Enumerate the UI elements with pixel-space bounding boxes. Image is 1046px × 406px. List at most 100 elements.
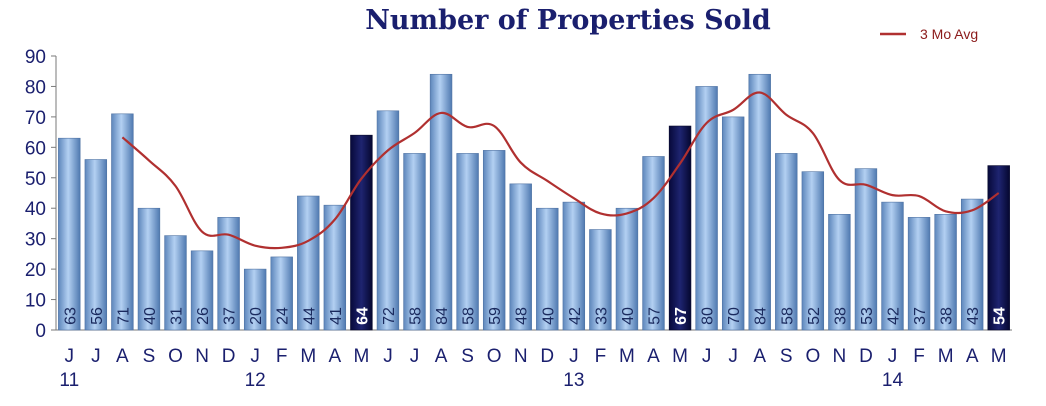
- y-tick-label: 80: [25, 77, 46, 98]
- legend-label: 3 Mo Avg: [920, 26, 978, 42]
- bar: [58, 137, 81, 331]
- bar: [881, 201, 904, 331]
- bar-value-label: 40: [540, 307, 557, 325]
- bar-value-label: 37: [912, 307, 929, 325]
- bar: [721, 116, 745, 331]
- bar-value-label: 24: [275, 307, 292, 325]
- bar: [642, 156, 665, 331]
- bar: [562, 201, 586, 331]
- x-tick-label: M: [991, 346, 1007, 367]
- y-tick-label: 90: [25, 47, 46, 68]
- x-tick-label: F: [913, 346, 925, 367]
- x-tick-label: O: [168, 346, 183, 367]
- avg-line: [121, 91, 1000, 250]
- bar-value-label: 56: [89, 307, 106, 325]
- x-year-label: 12: [245, 370, 266, 391]
- bar-value-label: 64: [354, 307, 371, 325]
- bar-value-label: 52: [806, 307, 823, 325]
- bar-value-label: 38: [832, 307, 849, 325]
- bar: [907, 217, 931, 331]
- x-tick-label: A: [116, 346, 129, 367]
- bar-value-label: 58: [408, 307, 425, 325]
- bar: [854, 168, 878, 331]
- bar: [137, 207, 161, 331]
- bar: [775, 153, 798, 331]
- y-tick-label: 20: [25, 260, 46, 281]
- x-tick-label: A: [435, 346, 448, 367]
- x-tick-label: J: [888, 346, 898, 367]
- x-tick-label: D: [222, 346, 236, 367]
- y-tick-label: 70: [25, 108, 46, 129]
- bar-value-label: 42: [886, 307, 903, 325]
- x-tick-label: S: [780, 346, 793, 367]
- bar-value-label: 67: [673, 307, 690, 325]
- bar: [482, 150, 506, 331]
- x-tick-label: M: [938, 346, 954, 367]
- bar: [243, 268, 267, 331]
- x-tick-label: J: [65, 346, 75, 367]
- x-tick-label: A: [328, 346, 341, 367]
- x-tick-label: M: [300, 346, 316, 367]
- y-tick-label: 30: [25, 230, 46, 251]
- y-tick-label: 0: [35, 321, 46, 342]
- x-tick-label: M: [672, 346, 688, 367]
- x-tick-label: N: [514, 346, 528, 367]
- bar: [429, 73, 453, 331]
- bar-value-label: 40: [620, 307, 637, 325]
- bar: [960, 198, 984, 331]
- x-tick-label: J: [410, 346, 420, 367]
- plot-area: 0 10 20 30 40 50 60 70 80 90 63 56 71 40 31 26 37 20 24 44 4…: [25, 47, 1012, 391]
- bar: [828, 214, 851, 331]
- x-tick-label: D: [859, 346, 873, 367]
- bar: [456, 153, 479, 331]
- x-tick-label: J: [250, 346, 260, 367]
- x-tick-label: M: [619, 346, 635, 367]
- bar: [350, 134, 373, 331]
- bar-value-label: 43: [965, 307, 982, 325]
- x-tick-label: O: [487, 346, 502, 367]
- bar: [84, 159, 108, 331]
- bar: [270, 256, 293, 331]
- bar-value-label: 41: [328, 307, 345, 325]
- bar-value-label: 38: [939, 307, 956, 325]
- bar: [164, 235, 187, 331]
- bar: [111, 113, 134, 331]
- bar-value-label: 57: [647, 307, 664, 325]
- bar: [987, 165, 1010, 331]
- x-year-label: 13: [563, 370, 584, 391]
- bar-value-label: 44: [301, 307, 318, 325]
- bar-value-label: 72: [381, 307, 398, 325]
- bar-value-label: 80: [700, 307, 717, 325]
- bar-value-label: 71: [115, 307, 132, 325]
- x-tick-label: D: [540, 346, 554, 367]
- bar-value-label: 84: [753, 307, 770, 325]
- bar-value-label: 58: [461, 307, 478, 325]
- x-tick-label: J: [91, 346, 101, 367]
- bar-value-label: 48: [514, 307, 531, 325]
- bar-value-label: 33: [593, 307, 610, 325]
- bar: [536, 207, 559, 331]
- x-tick-label: F: [276, 346, 288, 367]
- x-tick-label: J: [728, 346, 738, 367]
- x-year-label: 14: [882, 370, 904, 391]
- bar: [589, 229, 612, 331]
- y-tick-label: 40: [25, 199, 46, 220]
- bar-value-label: 40: [142, 307, 159, 325]
- bar: [668, 125, 692, 331]
- x-tick-label: J: [569, 346, 579, 367]
- x-tick-label: N: [195, 346, 209, 367]
- bar-value-label: 42: [567, 307, 584, 325]
- chart-title: Number of Properties Sold: [365, 5, 771, 36]
- bar-value-label: 53: [859, 307, 876, 325]
- bar-value-label: 20: [248, 307, 265, 325]
- bar-value-label: 70: [726, 307, 743, 325]
- x-tick-label: O: [805, 346, 820, 367]
- bar-value-label: 58: [779, 307, 796, 325]
- bar-value-label: 63: [62, 307, 79, 325]
- legend: 3 Mo Avg: [880, 26, 978, 42]
- bar: [190, 250, 214, 331]
- bar-value-label: 54: [992, 307, 1009, 325]
- bar: [323, 204, 347, 331]
- x-year-label: 11: [59, 370, 79, 391]
